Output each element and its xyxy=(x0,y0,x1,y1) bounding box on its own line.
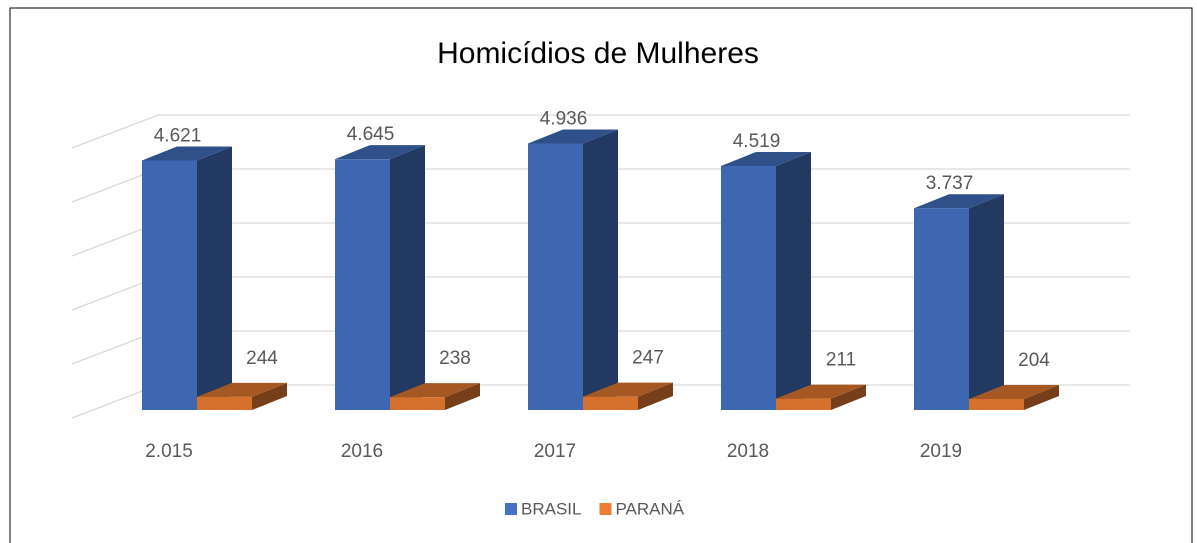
bar-side xyxy=(1024,384,1059,410)
bar-front xyxy=(969,398,1024,410)
bar-side xyxy=(969,194,1004,410)
bar-top xyxy=(142,146,232,161)
bar xyxy=(335,145,425,411)
data-label: 211 xyxy=(826,350,856,371)
bar-front xyxy=(197,396,252,410)
bar-top xyxy=(721,151,811,166)
legend-swatch xyxy=(599,503,612,515)
data-label: 247 xyxy=(632,348,664,369)
bar-front xyxy=(776,398,831,410)
bar-front xyxy=(583,396,638,410)
data-label: 244 xyxy=(246,348,278,369)
bar-top xyxy=(969,384,1059,399)
data-label: 204 xyxy=(1018,350,1050,371)
bar xyxy=(721,151,811,410)
bar-side xyxy=(776,151,811,410)
grid-line xyxy=(71,114,1130,149)
bar-top xyxy=(528,129,618,144)
legend-swatch xyxy=(505,503,517,515)
bar-front xyxy=(390,397,445,410)
data-label: 4.621 xyxy=(154,125,202,146)
x-tick-label: 2018 xyxy=(727,441,769,462)
bar xyxy=(390,383,480,410)
bar-front xyxy=(142,160,197,410)
x-tick-label: 2017 xyxy=(534,441,576,462)
x-tick-label: 2016 xyxy=(341,441,383,462)
bar-top xyxy=(583,382,673,397)
bar xyxy=(776,384,866,410)
bar-top xyxy=(776,384,866,399)
x-tick-label: 2.015 xyxy=(145,441,193,462)
data-label: 4.645 xyxy=(347,124,395,145)
bar-top xyxy=(390,383,480,398)
bar xyxy=(528,129,618,410)
bar-front xyxy=(721,165,776,410)
bar xyxy=(583,382,673,410)
legend-label: BRASIL xyxy=(521,499,581,518)
legend-label: PARANÁ xyxy=(615,499,684,518)
bar-side xyxy=(583,129,618,410)
x-tick-label: 2019 xyxy=(920,441,962,462)
bar-front xyxy=(335,159,390,410)
bar-side xyxy=(197,146,232,410)
bar-side xyxy=(390,145,425,411)
bar-side xyxy=(638,382,673,410)
bar-side xyxy=(252,382,287,410)
bar xyxy=(969,384,1059,410)
bar-top xyxy=(914,194,1004,209)
bar-front xyxy=(914,208,969,410)
data-label: 3.737 xyxy=(926,173,974,194)
bar-top xyxy=(197,382,287,397)
chart-title: Homicídios de Mulheres xyxy=(437,37,759,70)
bar-side xyxy=(831,384,866,410)
bar xyxy=(142,146,232,410)
bar-top xyxy=(335,145,425,160)
bar xyxy=(197,382,287,410)
data-label: 238 xyxy=(439,348,471,369)
data-label: 4.936 xyxy=(540,108,588,129)
data-label: 4.519 xyxy=(733,131,781,152)
bar-front xyxy=(528,143,583,410)
bar-side xyxy=(445,383,480,410)
bar xyxy=(914,194,1004,410)
